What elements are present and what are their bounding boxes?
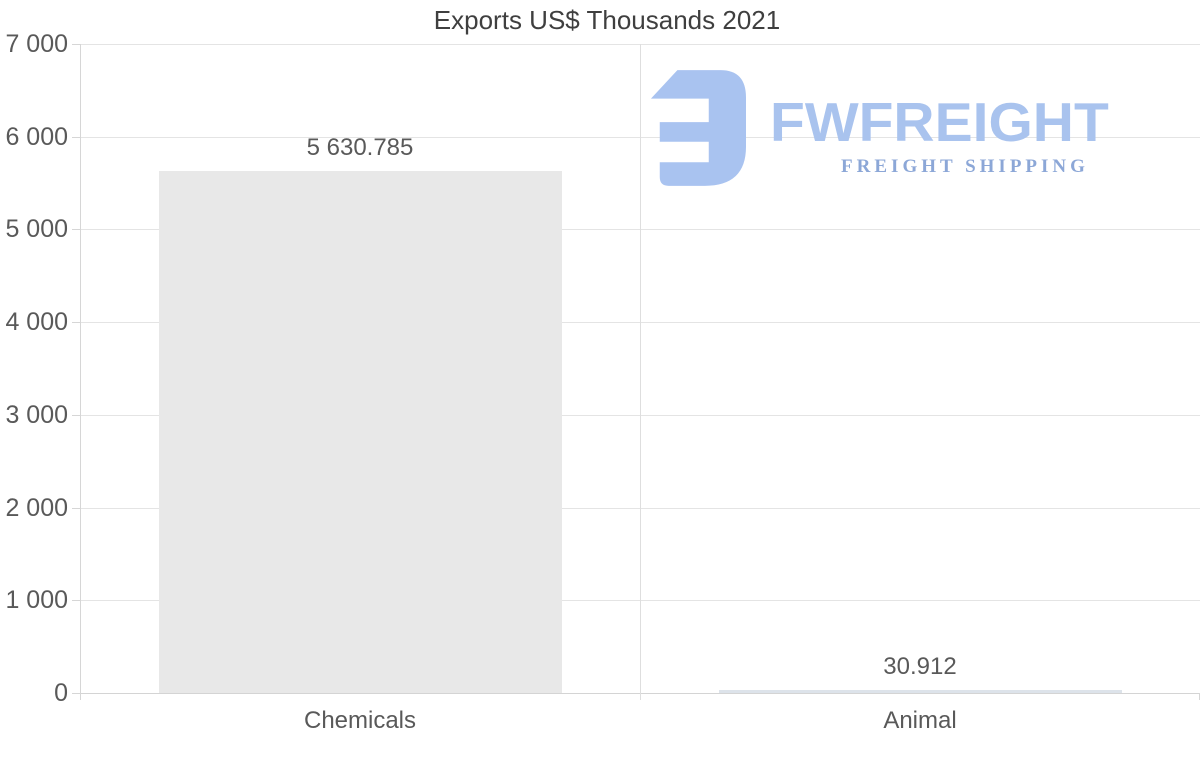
y-tick-mark [72, 137, 80, 138]
y-tick-mark [72, 415, 80, 416]
y-tick-mark [72, 322, 80, 323]
bar-value-label: 5 630.785 [306, 134, 414, 161]
y-axis-tick-label: 7 000 [5, 30, 68, 58]
bar-chemicals [159, 171, 562, 693]
y-tick-mark [72, 229, 80, 230]
y-axis-tick-label: 6 000 [5, 123, 68, 151]
y-tick-mark [72, 693, 80, 694]
y-axis-tick-label: 1 000 [5, 586, 68, 614]
y-tick-mark [72, 44, 80, 45]
fwfreight-flag-icon [650, 70, 746, 186]
y-axis-tick-label: 0 [54, 679, 68, 707]
y-axis-line [80, 44, 81, 700]
y-axis-tick-label: 4 000 [5, 308, 68, 336]
y-tick-mark [72, 508, 80, 509]
y-axis-tick-label: 2 000 [5, 494, 68, 522]
logo-tagline-text: FREIGHT SHIPPING [841, 156, 1089, 177]
x-axis-category-label: Animal [883, 707, 957, 734]
x-axis-category-label: Chemicals [303, 707, 417, 734]
logo-brand-text: FWFREIGHT [770, 92, 1109, 154]
category-divider-gridline [640, 44, 641, 700]
y-axis-tick-label: 5 000 [5, 215, 68, 243]
fwfreight-logo: FWFREIGHT FREIGHT SHIPPING [648, 68, 1158, 188]
chart-title: Exports US$ Thousands 2021 [433, 5, 781, 35]
y-axis-tick-label: 3 000 [5, 401, 68, 429]
y-tick-mark [72, 600, 80, 601]
bar-value-label: 30.912 [883, 653, 957, 680]
bar-animal [719, 690, 1122, 693]
